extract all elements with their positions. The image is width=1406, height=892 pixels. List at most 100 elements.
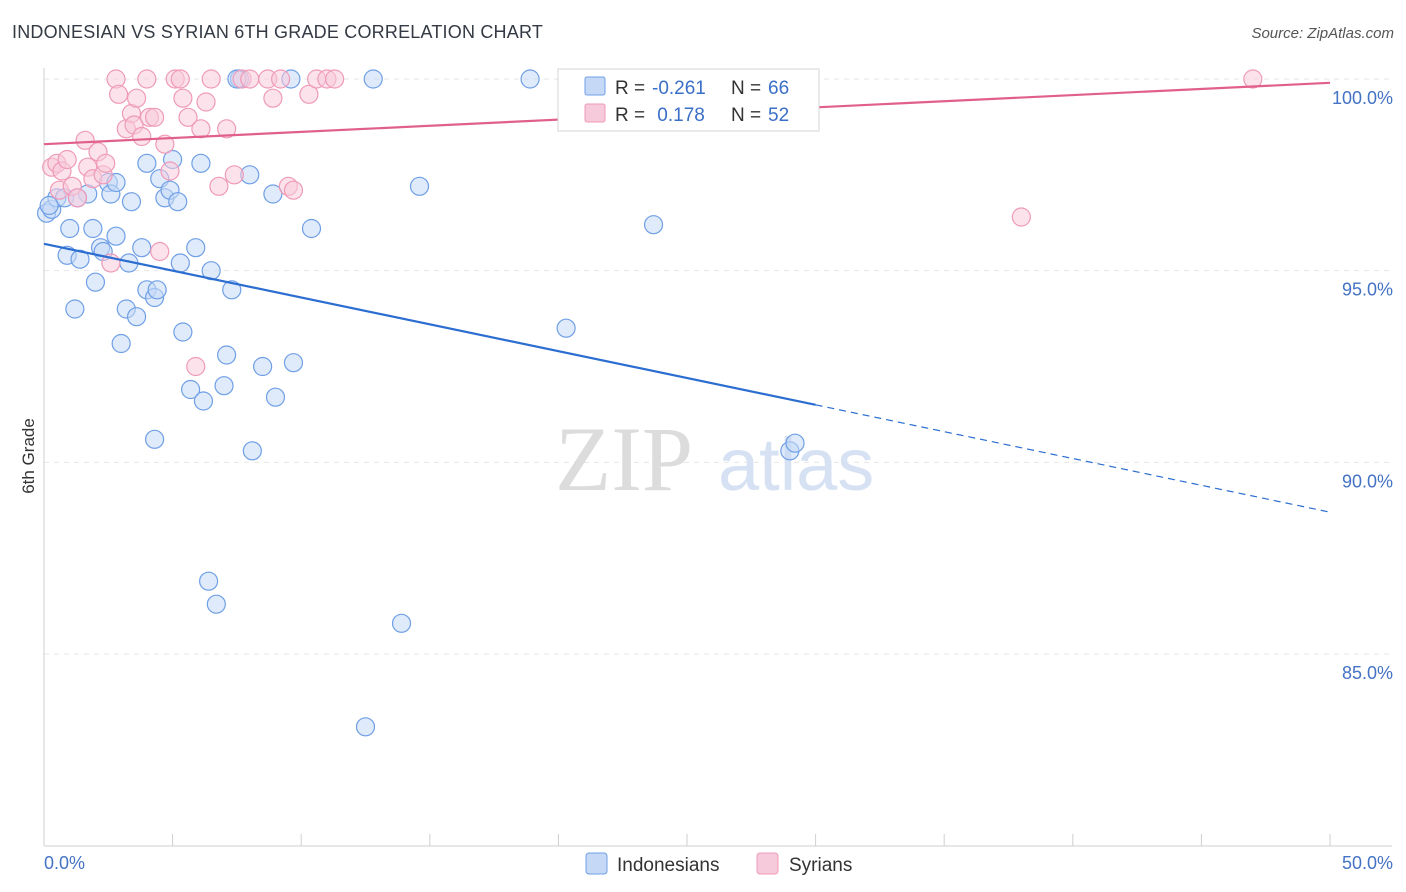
syrians-point-36 xyxy=(217,119,237,139)
bottom-legend-label-syrians: Syrians xyxy=(789,855,852,876)
syrians-point-23 xyxy=(144,107,165,127)
syrians-point-44 xyxy=(283,180,304,200)
syrians-point-39 xyxy=(240,69,260,89)
syrians-point-24 xyxy=(150,241,170,262)
indonesians-point-4 xyxy=(60,218,80,239)
indonesians-point-56 xyxy=(391,613,412,633)
x-tick-marks xyxy=(43,834,1331,846)
legend-r-value-syrians: 0.178 xyxy=(652,105,705,126)
indonesians-point-53 xyxy=(301,218,322,239)
indonesians-point-50 xyxy=(265,387,286,407)
syrians-point-6 xyxy=(67,188,88,208)
series-legend: Indonesians Syrians xyxy=(585,852,852,876)
indonesians-point-36 xyxy=(186,238,206,258)
syrians-point-19 xyxy=(126,88,147,108)
indonesians-trend-line xyxy=(43,242,816,406)
indonesians-point-22 xyxy=(132,238,152,258)
y-tick-label-1: 95.0% xyxy=(1342,280,1393,300)
y-tick-labels: 100.0% 95.0% 90.0% 85.0% xyxy=(1332,88,1393,683)
syrians-point-35 xyxy=(209,176,229,196)
syrians-point-15 xyxy=(108,84,129,104)
indonesians-point-10 xyxy=(85,272,106,292)
legend-swatch-indonesians xyxy=(584,76,606,96)
syrians-point-41 xyxy=(263,88,283,108)
bottom-legend-label-indonesians: Indonesians xyxy=(617,855,719,876)
stats-legend: R = -0.261 N = 66 R = 0.178 N = 52 xyxy=(557,68,820,132)
syrians-point-50 xyxy=(1011,207,1031,227)
legend-r-value-indonesians: -0.261 xyxy=(652,78,706,99)
syrians-point-26 xyxy=(160,161,180,181)
bottom-legend-swatch-syrians xyxy=(756,852,779,875)
syrians-point-33 xyxy=(196,92,216,112)
y-tick-label-0: 100.0% xyxy=(1332,88,1393,108)
y-tick-label-3: 85.0% xyxy=(1342,663,1393,683)
y-tick-label-2: 90.0% xyxy=(1342,471,1393,491)
chart-title: INDONESIAN VS SYRIAN 6TH GRADE CORRELATI… xyxy=(12,22,544,42)
syrians-points xyxy=(42,69,1263,377)
syrians-point-30 xyxy=(178,107,198,127)
indonesians-point-57 xyxy=(409,176,430,196)
legend-n-value-syrians: 52 xyxy=(768,105,789,126)
syrians-point-45 xyxy=(299,84,319,104)
indonesians-point-42 xyxy=(214,376,234,396)
indonesians-point-32 xyxy=(168,192,188,212)
indonesians-point-6 xyxy=(65,299,85,319)
indonesians-point-40 xyxy=(199,571,219,591)
indonesians-point-38 xyxy=(193,391,214,411)
y-axis-label: 6th Grade xyxy=(19,418,38,494)
syrians-point-28 xyxy=(170,69,190,89)
indonesians-point-44 xyxy=(222,280,242,300)
legend-n-label-indonesians: N = xyxy=(731,78,761,99)
syrians-point-37 xyxy=(224,165,244,185)
syrians-point-31 xyxy=(186,356,206,377)
syrians-point-42 xyxy=(271,69,291,89)
syrians-point-29 xyxy=(173,88,193,108)
indonesians-point-59 xyxy=(556,318,576,338)
syrians-point-12 xyxy=(96,153,116,173)
syrians-point-32 xyxy=(191,119,211,139)
indonesians-point-34 xyxy=(173,322,193,342)
x-tick-label-min: 0.0% xyxy=(44,853,85,873)
indonesians-point-33 xyxy=(170,253,190,273)
syrians-point-4 xyxy=(57,149,77,170)
legend-r-label-indonesians: R = xyxy=(615,78,645,99)
indonesians-point-60 xyxy=(643,215,664,235)
indonesians-point-7 xyxy=(70,249,90,269)
indonesians-point-41 xyxy=(206,594,226,614)
indonesians-point-47 xyxy=(242,441,262,461)
indonesians-point-35 xyxy=(181,379,201,400)
legend-n-value-indonesians: 66 xyxy=(768,78,789,99)
syrians-point-48 xyxy=(325,69,345,89)
legend-swatch-syrians xyxy=(584,103,606,123)
indonesians-point-49 xyxy=(263,184,283,204)
indonesians-point-37 xyxy=(191,153,211,173)
indonesians-point-54 xyxy=(355,717,376,737)
syrians-point-7 xyxy=(75,130,95,150)
source-label: Source: ZipAtlas.com xyxy=(1251,25,1394,42)
syrians-point-20 xyxy=(132,126,152,147)
indonesians-trend-extension xyxy=(815,404,1331,513)
indonesians-point-58 xyxy=(520,69,540,89)
indonesians-point-21 xyxy=(126,307,147,327)
indonesians-point-52 xyxy=(283,353,304,373)
indonesians-point-62 xyxy=(785,433,805,453)
syrians-point-21 xyxy=(137,69,157,89)
indonesians-point-9 xyxy=(83,218,103,239)
indonesians-point-26 xyxy=(147,280,167,300)
indonesians-point-17 xyxy=(111,333,131,354)
indonesians-point-43 xyxy=(217,345,237,365)
indonesians-point-16 xyxy=(106,226,126,246)
watermark-zip: ZIP xyxy=(555,408,693,510)
legend-n-label-syrians: N = xyxy=(731,105,761,126)
indonesians-point-24 xyxy=(137,153,157,173)
indonesians-points xyxy=(36,69,805,737)
bottom-legend-swatch-indonesians xyxy=(585,852,608,875)
indonesians-point-55 xyxy=(363,69,383,89)
indonesians-point-63 xyxy=(39,195,59,216)
x-tick-label-max: 50.0% xyxy=(1342,853,1393,873)
indonesians-point-27 xyxy=(144,429,165,449)
indonesians-point-48 xyxy=(253,356,273,377)
indonesians-point-20 xyxy=(121,192,142,212)
syrians-point-51 xyxy=(1243,69,1263,89)
